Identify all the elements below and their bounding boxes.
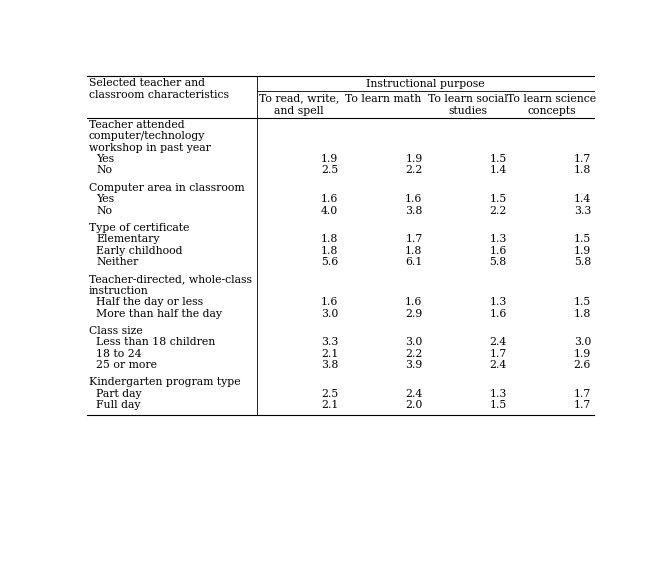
Text: 1.6: 1.6 (489, 246, 507, 256)
Text: 3.0: 3.0 (405, 338, 422, 347)
Text: 1.8: 1.8 (405, 246, 422, 256)
Text: 1.9: 1.9 (405, 154, 422, 164)
Text: Instructional purpose: Instructional purpose (366, 79, 485, 89)
Text: 5.8: 5.8 (573, 257, 591, 267)
Text: 2.9: 2.9 (405, 309, 422, 318)
Text: 1.6: 1.6 (489, 309, 507, 318)
Text: 1.6: 1.6 (321, 297, 338, 307)
Text: 2.0: 2.0 (405, 400, 422, 410)
Text: 3.8: 3.8 (321, 360, 338, 370)
Text: Full day: Full day (96, 400, 141, 410)
Text: Kindergarten program type: Kindergarten program type (89, 378, 240, 387)
Text: Computer area in classroom: Computer area in classroom (89, 183, 244, 193)
Text: 1.9: 1.9 (573, 349, 591, 358)
Text: instruction: instruction (89, 286, 149, 296)
Text: 1.5: 1.5 (489, 154, 507, 164)
Text: 6.1: 6.1 (405, 257, 422, 267)
Text: 1.9: 1.9 (321, 154, 338, 164)
Text: 1.7: 1.7 (573, 389, 591, 399)
Text: 2.4: 2.4 (405, 389, 422, 399)
Text: Early childhood: Early childhood (96, 246, 183, 256)
Text: 3.8: 3.8 (405, 205, 422, 216)
Text: To read, write,
and spell: To read, write, and spell (259, 94, 339, 116)
Text: Type of certificate: Type of certificate (89, 223, 189, 233)
Text: 1.7: 1.7 (405, 234, 422, 244)
Text: Yes: Yes (96, 194, 114, 204)
Text: Neither: Neither (96, 257, 139, 267)
Text: Teacher attended: Teacher attended (89, 119, 184, 130)
Text: 3.0: 3.0 (321, 309, 338, 318)
Text: Less than 18 children: Less than 18 children (96, 338, 215, 347)
Text: 3.3: 3.3 (573, 205, 591, 216)
Text: Selected teacher and
classroom characteristics: Selected teacher and classroom character… (89, 78, 229, 100)
Text: 3.0: 3.0 (573, 338, 591, 347)
Text: 2.1: 2.1 (321, 400, 338, 410)
Text: 1.8: 1.8 (573, 309, 591, 318)
Text: 1.4: 1.4 (573, 194, 591, 204)
Text: 2.2: 2.2 (405, 165, 422, 175)
Text: To learn science
concepts: To learn science concepts (507, 94, 597, 116)
Text: Part day: Part day (96, 389, 142, 399)
Text: 1.8: 1.8 (321, 234, 338, 244)
Text: Teacher-directed, whole-class: Teacher-directed, whole-class (89, 274, 251, 284)
Text: workshop in past year: workshop in past year (89, 143, 210, 153)
Text: 2.6: 2.6 (573, 360, 591, 370)
Text: No: No (96, 165, 112, 175)
Text: 1.7: 1.7 (489, 349, 507, 358)
Text: 1.8: 1.8 (321, 246, 338, 256)
Text: 3.3: 3.3 (321, 338, 338, 347)
Text: 1.6: 1.6 (321, 194, 338, 204)
Text: Elementary: Elementary (96, 234, 160, 244)
Text: 1.7: 1.7 (573, 154, 591, 164)
Text: 2.4: 2.4 (489, 360, 507, 370)
Text: 2.1: 2.1 (321, 349, 338, 358)
Text: No: No (96, 205, 112, 216)
Text: 4.0: 4.0 (321, 205, 338, 216)
Text: 1.5: 1.5 (489, 194, 507, 204)
Text: 1.4: 1.4 (489, 165, 507, 175)
Text: 1.3: 1.3 (489, 297, 507, 307)
Text: 5.8: 5.8 (489, 257, 507, 267)
Text: 25 or more: 25 or more (96, 360, 157, 370)
Text: 1.5: 1.5 (573, 234, 591, 244)
Text: 2.5: 2.5 (321, 165, 338, 175)
Text: 2.4: 2.4 (489, 338, 507, 347)
Text: 18 to 24: 18 to 24 (96, 349, 142, 358)
Text: To learn social
studies: To learn social studies (428, 94, 508, 116)
Text: To learn math: To learn math (345, 94, 422, 104)
Text: 1.8: 1.8 (573, 165, 591, 175)
Text: 1.5: 1.5 (489, 400, 507, 410)
Text: 1.6: 1.6 (405, 297, 422, 307)
Text: 3.9: 3.9 (405, 360, 422, 370)
Text: 1.3: 1.3 (489, 234, 507, 244)
Text: 2.5: 2.5 (321, 389, 338, 399)
Text: 2.2: 2.2 (489, 205, 507, 216)
Text: 5.6: 5.6 (321, 257, 338, 267)
Text: Half the day or less: Half the day or less (96, 297, 204, 307)
Text: 1.7: 1.7 (573, 400, 591, 410)
Text: 1.5: 1.5 (573, 297, 591, 307)
Text: More than half the day: More than half the day (96, 309, 222, 318)
Text: computer/technology: computer/technology (89, 131, 205, 141)
Text: 2.2: 2.2 (405, 349, 422, 358)
Text: 1.3: 1.3 (489, 389, 507, 399)
Text: Class size: Class size (89, 326, 143, 336)
Text: 1.9: 1.9 (573, 246, 591, 256)
Text: 1.6: 1.6 (405, 194, 422, 204)
Text: Yes: Yes (96, 154, 114, 164)
